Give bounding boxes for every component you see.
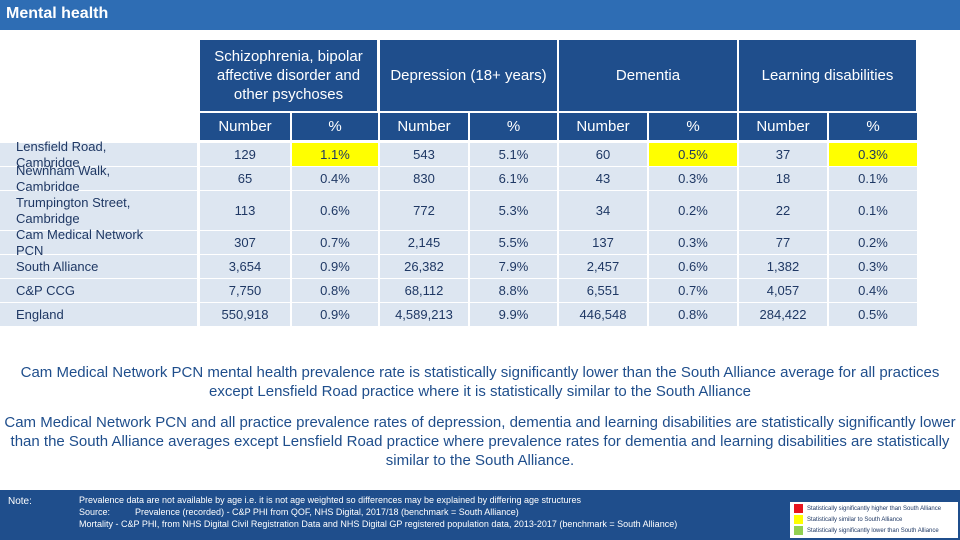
table-cell: 0.3%	[829, 255, 917, 278]
column-header: Number	[739, 113, 827, 140]
note-line: Prevalence data are not available by age…	[79, 495, 581, 505]
table-cell: 2,457	[559, 255, 647, 278]
table-cell: 68,112	[380, 279, 468, 302]
table-cell: 22	[739, 191, 827, 230]
table-cell: 0.9%	[292, 303, 378, 326]
row-label: England	[0, 303, 197, 326]
legend-item-higher: Statistically significantly higher than …	[794, 504, 941, 514]
table-cell: 9.9%	[470, 303, 557, 326]
legend-item-similar: Statistically similar to South Alliance	[794, 515, 902, 525]
summary-paragraph-2: Cam Medical Network PCN and all practice…	[4, 414, 956, 469]
table-cell: 5.3%	[470, 191, 557, 230]
row-label: Cam Medical Network PCN	[0, 227, 197, 258]
table-cell: 0.4%	[829, 279, 917, 302]
table-cell: 1.1%	[292, 143, 378, 166]
row-label: C&P CCG	[0, 279, 197, 302]
column-header: %	[292, 113, 378, 140]
table-cell: 3,654	[200, 255, 290, 278]
table-cell: 1,382	[739, 255, 827, 278]
column-header: %	[649, 113, 737, 140]
table-cell: 307	[200, 231, 290, 254]
table-cell: 830	[380, 167, 468, 190]
table-cell: 2,145	[380, 231, 468, 254]
group-header: Learning disabilities	[739, 40, 916, 111]
table-cell: 7,750	[200, 279, 290, 302]
table-cell: 65	[200, 167, 290, 190]
table-cell: 0.7%	[649, 279, 737, 302]
table-cell: 0.2%	[649, 191, 737, 230]
table-cell: 446,548	[559, 303, 647, 326]
table-cell: 284,422	[739, 303, 827, 326]
table-cell: 0.1%	[829, 167, 917, 190]
legend-item-lower: Statistically significantly lower than S…	[794, 526, 939, 536]
table-cell: 543	[380, 143, 468, 166]
legend-swatch-green	[794, 526, 803, 535]
table-cell: 0.3%	[829, 143, 917, 166]
table-cell: 0.8%	[649, 303, 737, 326]
table-cell: 5.1%	[470, 143, 557, 166]
column-header: %	[829, 113, 917, 140]
column-header: Number	[200, 113, 290, 140]
note-line: Source: Prevalence (recorded) - C&P PHI …	[79, 507, 519, 517]
table-cell: 6.1%	[470, 167, 557, 190]
legend-swatch-red	[794, 504, 803, 513]
table-cell: 113	[200, 191, 290, 230]
summary-paragraph-1: Cam Medical Network PCN mental health pr…	[20, 364, 940, 400]
row-label: Newnham Walk, Cambridge	[0, 163, 197, 194]
row-label: Trumpington Street, Cambridge	[0, 191, 197, 230]
table-cell: 550,918	[200, 303, 290, 326]
table-cell: 0.7%	[292, 231, 378, 254]
table-cell: 5.5%	[470, 231, 557, 254]
legend-label: Statistically significantly lower than S…	[807, 528, 939, 534]
note-line: Mortality - C&P PHI, from NHS Digital Ci…	[79, 519, 678, 529]
column-header: Number	[380, 113, 468, 140]
table-cell: 7.9%	[470, 255, 557, 278]
table-cell: 60	[559, 143, 647, 166]
table-cell: 0.6%	[292, 191, 378, 230]
legend-label: Statistically similar to South Alliance	[807, 517, 903, 523]
table-cell: 0.2%	[829, 231, 917, 254]
table-cell: 34	[559, 191, 647, 230]
table-cell: 0.5%	[649, 143, 737, 166]
row-label: South Alliance	[0, 255, 197, 278]
group-header: Dementia	[559, 40, 737, 111]
table-cell: 0.6%	[649, 255, 737, 278]
table-cell: 77	[739, 231, 827, 254]
table-cell: 8.8%	[470, 279, 557, 302]
table-cell: 4,589,213	[380, 303, 468, 326]
table-cell: 0.3%	[649, 167, 737, 190]
page-title: Mental health	[0, 0, 960, 30]
table-cell: 0.5%	[829, 303, 917, 326]
table-cell: 137	[559, 231, 647, 254]
row-label: Lensfield Road, Cambridge	[0, 139, 197, 170]
column-header: Number	[559, 113, 647, 140]
table-cell: 772	[380, 191, 468, 230]
table-cell: 0.3%	[649, 231, 737, 254]
note-lines: Prevalence data are not available by age…	[79, 494, 677, 530]
table-cell: 0.4%	[292, 167, 378, 190]
group-header: Schizophrenia, bipolar affective disorde…	[200, 40, 377, 111]
table-cell: 37	[739, 143, 827, 166]
legend-swatch-yellow	[794, 515, 803, 524]
table-cell: 26,382	[380, 255, 468, 278]
table-cell: 18	[739, 167, 827, 190]
column-header: %	[470, 113, 557, 140]
group-header: Depression (18+ years)	[380, 40, 557, 111]
table-cell: 129	[200, 143, 290, 166]
table-cell: 6,551	[559, 279, 647, 302]
table-cell: 43	[559, 167, 647, 190]
table-cell: 4,057	[739, 279, 827, 302]
table-cell: 0.1%	[829, 191, 917, 230]
table-cell: 0.9%	[292, 255, 378, 278]
note-label: Note:	[8, 496, 32, 507]
significance-legend: Statistically significantly higher than …	[790, 502, 958, 538]
table-cell: 0.8%	[292, 279, 378, 302]
legend-label: Statistically significantly higher than …	[807, 506, 942, 512]
